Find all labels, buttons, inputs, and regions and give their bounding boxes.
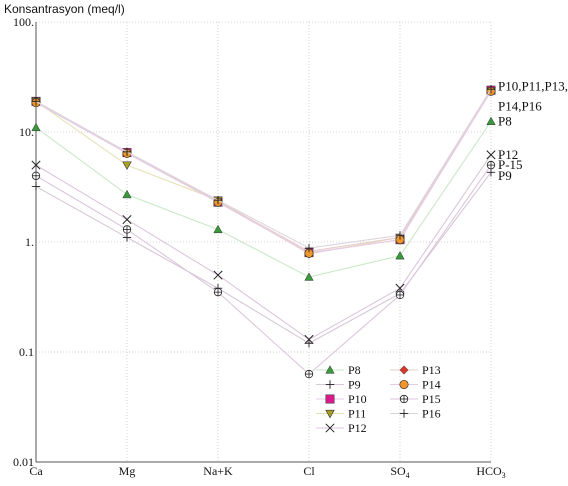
series-p11 bbox=[31, 87, 496, 259]
y-axis-label: Konsantrasyon (meq/l) bbox=[4, 2, 125, 16]
y-tick-label: 0.01 bbox=[13, 455, 34, 469]
series-layer bbox=[31, 84, 496, 379]
legend-marker bbox=[325, 365, 335, 374]
legend-label: P12 bbox=[348, 421, 367, 435]
x-tick-label: HCO3 bbox=[476, 464, 505, 480]
legend-item-p16: P16 bbox=[390, 407, 441, 421]
series-p13 bbox=[31, 85, 496, 257]
legend-marker bbox=[325, 394, 335, 404]
legend-marker bbox=[399, 409, 409, 418]
series-end-label: P8 bbox=[498, 113, 512, 128]
data-point-p8 bbox=[31, 122, 41, 132]
legend-label: P9 bbox=[348, 378, 361, 392]
data-point-p12 bbox=[31, 160, 41, 170]
series-line-p12 bbox=[35, 154, 492, 341]
data-point-p15 bbox=[31, 171, 41, 180]
legend-label: P8 bbox=[348, 363, 361, 377]
data-point-p16 bbox=[213, 195, 223, 205]
x-tick-label: Cl bbox=[303, 464, 315, 478]
legend-label: P10 bbox=[348, 392, 367, 406]
data-point-p16 bbox=[395, 231, 405, 240]
series-p15 bbox=[31, 160, 496, 379]
data-point-p9 bbox=[31, 182, 41, 191]
legend-item-p13: P13 bbox=[390, 363, 441, 377]
series-end-label: P12 bbox=[498, 147, 518, 162]
data-point-p16 bbox=[122, 147, 132, 157]
legend-marker bbox=[325, 380, 335, 389]
series-end-label: P10,P11,P13, bbox=[498, 78, 568, 93]
data-point-p12 bbox=[486, 150, 496, 160]
data-point-p16 bbox=[31, 97, 41, 106]
series-line-p11 bbox=[35, 90, 492, 255]
y-tick-label: 10. bbox=[19, 125, 34, 139]
legend-label: P15 bbox=[422, 392, 441, 406]
data-point-p9 bbox=[122, 233, 132, 242]
data-point-p15 bbox=[304, 369, 314, 379]
data-point-p15 bbox=[395, 290, 405, 300]
x-tick-label: SO4 bbox=[390, 464, 409, 480]
legend-label: P14 bbox=[422, 378, 441, 392]
series-p14 bbox=[31, 86, 496, 258]
series-line-p16 bbox=[35, 88, 492, 249]
data-point-p15 bbox=[213, 287, 223, 297]
legend-label: P13 bbox=[422, 363, 441, 377]
legend-item-p9: P9 bbox=[316, 378, 361, 392]
series-p16 bbox=[31, 84, 496, 253]
data-point-p12 bbox=[213, 270, 223, 280]
series-end-label: P9 bbox=[498, 168, 512, 183]
series-line-p15 bbox=[35, 164, 492, 375]
series-p12 bbox=[31, 150, 496, 345]
legend-label: P16 bbox=[422, 407, 441, 421]
data-point-p12 bbox=[304, 334, 314, 345]
legend-marker bbox=[399, 365, 409, 375]
data-point-p8 bbox=[304, 272, 314, 281]
legend-marker bbox=[325, 409, 335, 419]
y-tick-label: 100. bbox=[13, 15, 34, 29]
data-point-p8 bbox=[486, 116, 496, 125]
series-end-label: P-15 bbox=[498, 157, 523, 172]
data-point-p8 bbox=[395, 251, 405, 260]
legend-item-p14: P14 bbox=[390, 378, 441, 392]
x-tick-label: Na+K bbox=[203, 464, 233, 478]
data-point-p15 bbox=[486, 160, 496, 170]
series-p10 bbox=[31, 85, 496, 258]
legend-item-p12: P12 bbox=[316, 421, 367, 435]
y-tick-label: 0.1 bbox=[19, 345, 34, 359]
x-tick-label: Mg bbox=[119, 464, 136, 478]
data-point-p12 bbox=[122, 214, 132, 225]
series-end-label: P14,P16 bbox=[498, 99, 542, 114]
legend-item-p15: P15 bbox=[390, 392, 441, 406]
series-line-p14 bbox=[35, 90, 492, 254]
y-tick-label: 1. bbox=[25, 235, 34, 249]
axes: 0.01 0.1 1. 10. 100. Ca Mg Na+K Cl SO4 HCO3 bbox=[13, 15, 506, 480]
legend-item-p8: P8 bbox=[316, 363, 361, 377]
legend-label: P11 bbox=[348, 407, 366, 421]
legend-item-p10: P10 bbox=[316, 392, 367, 406]
data-point-p9 bbox=[304, 339, 314, 348]
data-point-p8 bbox=[122, 189, 132, 199]
x-tick-label: Ca bbox=[29, 464, 43, 478]
series-line-p8 bbox=[35, 121, 492, 278]
series-p8 bbox=[31, 116, 496, 281]
data-point-p15 bbox=[122, 225, 132, 234]
legend-marker bbox=[399, 394, 409, 404]
legend-item-p11: P11 bbox=[316, 407, 366, 421]
data-point-p11 bbox=[122, 161, 132, 170]
data-point-p16 bbox=[486, 84, 496, 94]
data-point-p9 bbox=[486, 168, 496, 177]
legend-marker bbox=[399, 379, 409, 390]
data-point-p16 bbox=[304, 243, 314, 253]
data-point-p8 bbox=[213, 224, 223, 234]
legend-marker bbox=[325, 423, 335, 433]
